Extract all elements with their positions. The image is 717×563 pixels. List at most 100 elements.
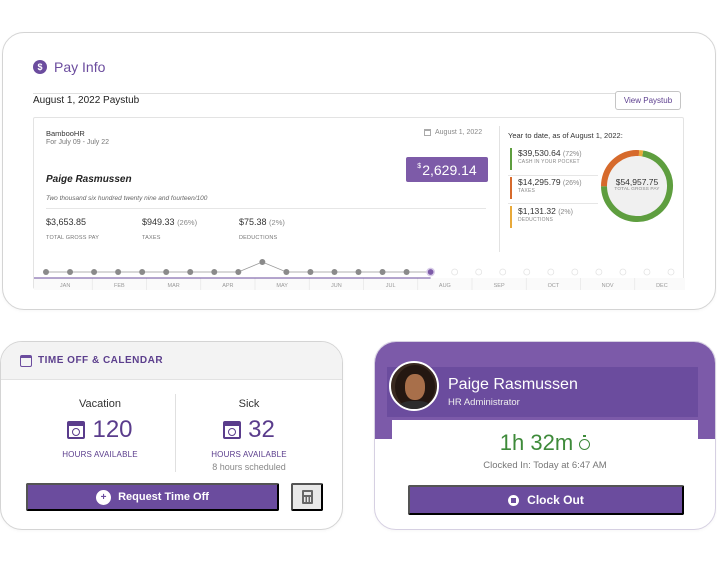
timeline-point[interactable] xyxy=(115,269,122,275)
pay-info-header: $ Pay Info xyxy=(33,51,681,94)
timeline-point[interactable] xyxy=(163,269,170,275)
clock-plus-icon: + xyxy=(96,489,112,505)
ytd-total-value: $54,957.75 xyxy=(615,177,659,187)
sick-hours-label: HOURS AVAILABLE xyxy=(211,450,287,459)
timeline-point[interactable] xyxy=(667,268,675,276)
sick-balance[interactable]: Sick 32 HOURS AVAILABLE 8 hours schedule… xyxy=(174,398,324,472)
net-pay-value: 2,629.14 xyxy=(422,161,477,178)
clock-out-label: Clock Out xyxy=(527,493,584,507)
ytd-total-label: TOTAL GROSS PAY xyxy=(614,187,660,192)
timeline-point[interactable] xyxy=(595,268,603,276)
ytd-taxes-label: TAXES xyxy=(518,188,536,194)
timeline-month-label: FEB xyxy=(114,283,125,289)
gross-pay-amount: $3,653.85 xyxy=(46,217,87,227)
taxes-label: TAXES xyxy=(142,235,161,241)
divider xyxy=(508,175,598,176)
timeline-point[interactable] xyxy=(379,269,386,275)
stopwatch-icon xyxy=(579,435,591,450)
timer-value: 1h 32m xyxy=(499,430,574,455)
taxes-value: $949.33 (26%) xyxy=(142,217,197,227)
time-off-card: TIME OFF & CALENDAR Vacation 120 HOURS A… xyxy=(0,341,343,530)
divider xyxy=(175,394,176,472)
view-paystub-button[interactable]: View Paystub xyxy=(615,91,681,110)
ytd-taxes-pct: (26%) xyxy=(562,180,582,187)
timeline-point[interactable] xyxy=(403,269,410,275)
vacation-hours-label: HOURS AVAILABLE xyxy=(62,450,138,459)
dollar-icon: $ xyxy=(33,60,47,74)
profile-name: Paige Rasmussen xyxy=(448,376,578,393)
timeline-point-selected[interactable] xyxy=(426,267,435,277)
timeline-month-label: JUL xyxy=(386,283,396,289)
timeline-point[interactable] xyxy=(547,268,555,276)
vacation-name: Vacation xyxy=(79,398,121,410)
timeline-point[interactable] xyxy=(619,268,627,276)
ytd-cash-value: $39,530.64 xyxy=(518,148,561,158)
vacation-hours: 120 xyxy=(92,416,133,443)
timeline-point[interactable] xyxy=(643,268,651,276)
timeline-point[interactable] xyxy=(187,269,194,275)
ytd-cash: $39,530.64 (72%) CASH IN YOUR POCKET xyxy=(510,148,582,170)
taxes-amount: $949.33 xyxy=(142,217,175,227)
profile-name-bar xyxy=(387,367,698,417)
timeline-point[interactable] xyxy=(307,269,314,275)
divider xyxy=(508,203,598,204)
sick-name: Sick xyxy=(238,398,260,410)
clock-timer: 1h 32m xyxy=(375,430,715,456)
ytd-title: Year to date, as of August 1, 2022: xyxy=(508,131,623,140)
timeline-point[interactable] xyxy=(499,268,507,276)
timeline-point[interactable] xyxy=(211,269,218,275)
donut-inner xyxy=(604,153,670,219)
ytd-cash-pct: (72%) xyxy=(562,151,582,158)
timeline-point[interactable] xyxy=(331,269,338,275)
timeline-point[interactable] xyxy=(139,269,146,275)
timeline-point[interactable] xyxy=(355,269,362,275)
profile-card: Paige Rasmussen HR Administrator 1h 32m … xyxy=(374,341,716,530)
profile-role: HR Administrator xyxy=(448,397,520,408)
paystub-timeline[interactable]: JAN FEB MAR APR MAY JUN JUL AUG SEP OCT NOV DEC xyxy=(34,256,685,290)
divider xyxy=(499,126,500,252)
paystub-title: August 1, 2022 Paystub xyxy=(33,95,140,106)
clock-out-button[interactable]: Clock Out xyxy=(408,485,684,515)
ytd-cash-label: CASH IN YOUR POCKET xyxy=(518,159,580,165)
ytd-deductions-label: DEDUCTIONS xyxy=(518,217,554,223)
timeline-point[interactable] xyxy=(475,268,483,276)
pay-date-text: August 1, 2022 xyxy=(435,129,483,136)
timeline-month-label: NOV xyxy=(602,283,614,289)
timeline-point[interactable] xyxy=(451,268,459,276)
vacation-calendar-icon xyxy=(67,421,86,439)
timeline-point[interactable] xyxy=(259,259,266,265)
avatar[interactable] xyxy=(389,361,439,411)
amount-in-words: Two thousand six hundred twenty nine and… xyxy=(46,195,486,209)
timeline-month-label: OCT xyxy=(548,283,560,289)
clocked-in-status: Clocked In: Today at 6:47 AM xyxy=(483,460,607,471)
timeline-month-band xyxy=(34,278,685,290)
sick-scheduled: 8 hours scheduled xyxy=(212,462,286,472)
paystub-panel: BambooHR For July 09 - July 22 August 1,… xyxy=(33,117,685,290)
gross-pay-label: TOTAL GROSS PAY xyxy=(46,235,100,241)
timeline-month-label: MAR xyxy=(168,283,180,289)
timeline-point[interactable] xyxy=(571,268,579,276)
deductions-label: DEDUCTIONS xyxy=(239,235,278,241)
time-off-title: TIME OFF & CALENDAR xyxy=(38,355,164,366)
timeline-month-label: JAN xyxy=(60,283,70,289)
timeline-point[interactable] xyxy=(235,269,242,275)
deductions-value: $75.38 (2%) xyxy=(239,217,285,227)
donut-center: $54,957.75 TOTAL GROSS PAY xyxy=(599,177,675,192)
ytd-deductions-value: $1,131.32 xyxy=(518,206,556,216)
calculator-button[interactable] xyxy=(291,483,323,511)
donut-slice-taxes xyxy=(601,150,673,222)
net-pay-amount: $ 2,629.14 xyxy=(406,157,488,182)
timeline-point[interactable] xyxy=(91,269,98,275)
vacation-balance[interactable]: Vacation 120 HOURS AVAILABLE xyxy=(25,398,175,459)
timeline-month-label: JUN xyxy=(331,283,342,289)
taxes-pct: (26%) xyxy=(177,218,198,227)
timeline-point[interactable] xyxy=(43,269,49,275)
request-time-off-button[interactable]: + Request Time Off xyxy=(26,483,279,511)
timeline-point[interactable] xyxy=(523,268,531,276)
calendar-icon xyxy=(20,354,32,367)
timeline-month-label: DEC xyxy=(656,283,668,289)
timeline-point[interactable] xyxy=(67,269,74,275)
calculator-icon xyxy=(301,490,313,504)
net-pay-currency: $ xyxy=(417,163,422,170)
timeline-point[interactable] xyxy=(283,269,290,275)
